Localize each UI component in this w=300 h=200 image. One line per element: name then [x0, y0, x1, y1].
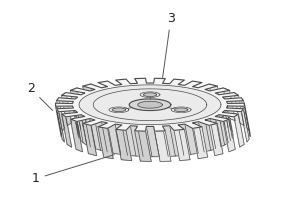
Polygon shape [223, 88, 235, 121]
Polygon shape [223, 119, 235, 152]
Polygon shape [154, 131, 171, 161]
Polygon shape [174, 129, 190, 161]
Polygon shape [61, 93, 72, 126]
Polygon shape [209, 84, 223, 116]
Polygon shape [56, 98, 64, 131]
Polygon shape [56, 103, 61, 137]
Polygon shape [70, 88, 83, 121]
Polygon shape [241, 98, 249, 131]
Polygon shape [83, 123, 97, 156]
Polygon shape [72, 105, 233, 157]
Polygon shape [129, 99, 171, 111]
Polygon shape [154, 131, 171, 161]
Polygon shape [223, 88, 235, 121]
Polygon shape [174, 129, 190, 161]
Polygon shape [209, 123, 223, 156]
Polygon shape [135, 131, 151, 161]
Polygon shape [138, 101, 162, 108]
Polygon shape [223, 119, 235, 152]
Polygon shape [61, 114, 72, 147]
Polygon shape [61, 114, 72, 147]
Polygon shape [193, 127, 208, 159]
Text: 1: 1 [32, 155, 114, 185]
Polygon shape [244, 103, 250, 137]
Polygon shape [234, 114, 244, 147]
Polygon shape [234, 93, 244, 126]
Text: 2: 2 [27, 82, 52, 110]
Polygon shape [234, 93, 244, 126]
Polygon shape [61, 93, 72, 126]
Polygon shape [112, 108, 125, 112]
Polygon shape [143, 93, 157, 97]
Text: 3: 3 [160, 12, 175, 97]
Polygon shape [171, 107, 191, 113]
Polygon shape [70, 88, 83, 121]
Polygon shape [79, 85, 221, 125]
Polygon shape [56, 103, 61, 137]
Polygon shape [193, 127, 208, 159]
Polygon shape [241, 109, 249, 142]
Polygon shape [56, 109, 64, 142]
Polygon shape [209, 123, 223, 156]
Polygon shape [140, 92, 160, 97]
Polygon shape [56, 109, 64, 142]
Polygon shape [93, 89, 207, 121]
Polygon shape [98, 127, 113, 159]
Polygon shape [241, 98, 249, 131]
Polygon shape [56, 78, 244, 131]
Polygon shape [83, 84, 97, 116]
Polygon shape [234, 114, 244, 147]
Polygon shape [116, 129, 132, 161]
Polygon shape [83, 123, 97, 156]
Polygon shape [241, 109, 249, 142]
Polygon shape [70, 119, 83, 152]
Polygon shape [70, 119, 83, 152]
Polygon shape [109, 107, 129, 113]
Polygon shape [83, 84, 97, 116]
Polygon shape [135, 131, 151, 161]
Polygon shape [209, 84, 223, 116]
Polygon shape [98, 127, 113, 159]
Polygon shape [116, 129, 132, 161]
Polygon shape [175, 108, 188, 112]
Polygon shape [244, 103, 250, 137]
Polygon shape [56, 98, 64, 131]
